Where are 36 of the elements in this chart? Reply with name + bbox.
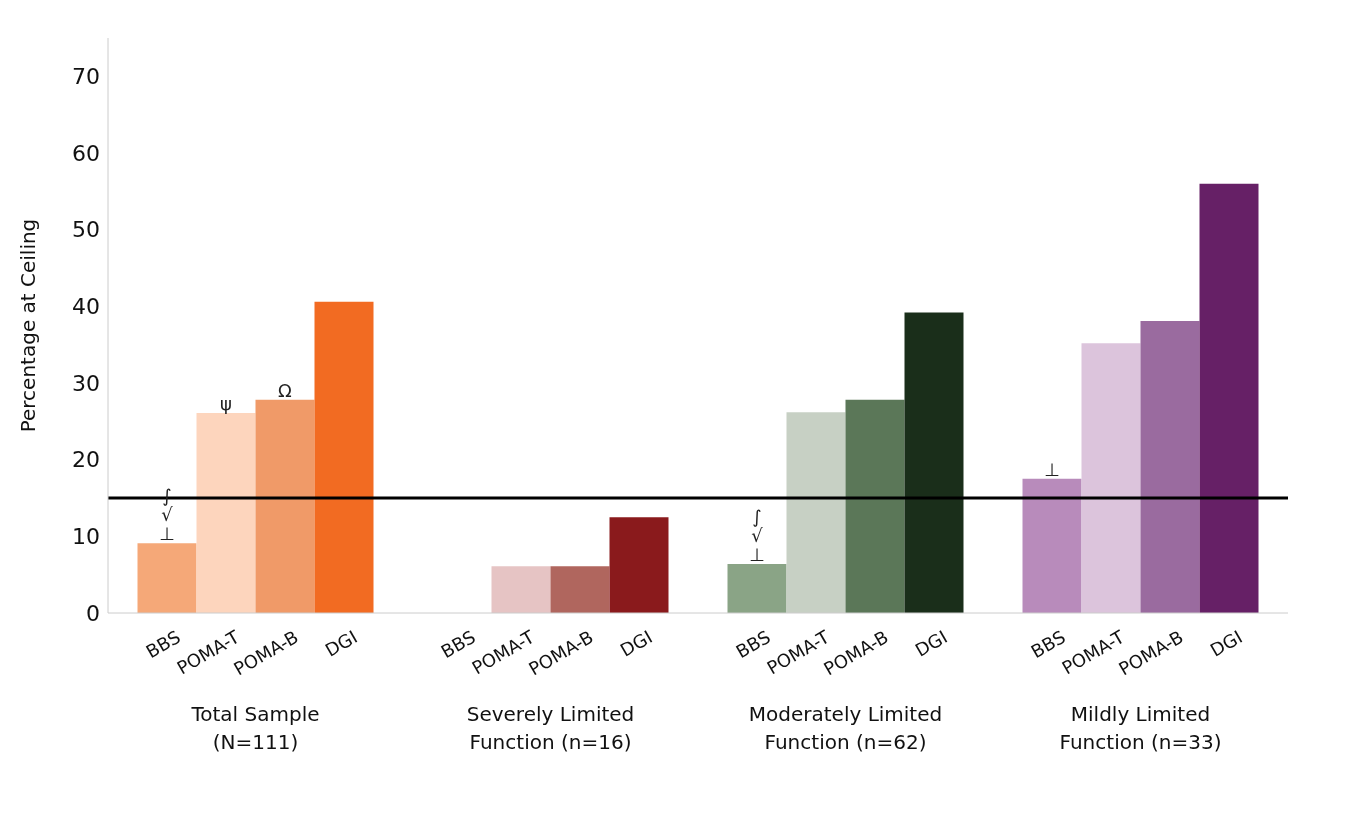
y-tick-label: 70 <box>72 64 100 90</box>
y-tick-label: 30 <box>72 370 100 396</box>
annotation: ⊥ <box>159 523 175 545</box>
annotation: Ω <box>278 379 293 401</box>
text: DGI <box>321 626 361 661</box>
y-tick-label: 10 <box>72 524 100 550</box>
bar <box>255 399 315 613</box>
text: DGI <box>1206 626 1246 661</box>
bar <box>727 563 787 613</box>
x-tick-label: Moderately Limited Function (n=62) <box>748 702 943 754</box>
annotation: ψ <box>220 392 232 414</box>
bar <box>491 566 551 613</box>
bar <box>845 399 905 613</box>
y-axis-title: Percentage at Ceiling <box>16 218 41 433</box>
bar <box>609 517 669 613</box>
bar <box>1199 183 1259 613</box>
bar <box>1140 320 1200 613</box>
x-tick-label: Total Sample (N=111) <box>190 702 320 754</box>
bar <box>1081 343 1141 613</box>
bar <box>904 312 964 613</box>
y-tick-label: 40 <box>72 294 100 320</box>
bar <box>314 301 374 613</box>
bar <box>550 566 610 613</box>
y-tick-label: 0 <box>86 600 100 626</box>
x-tick-label: Severely Limited Function (n=16) <box>466 702 635 754</box>
y-tick-label: 50 <box>72 217 100 243</box>
x-tick-label: Mildly Limited Function (n=33) <box>1059 702 1222 754</box>
y-tick-label: 60 <box>72 140 100 166</box>
annotation: ⊥ <box>749 543 765 565</box>
bar <box>196 412 256 613</box>
y-tick-label: 20 <box>72 447 100 473</box>
text: DGI <box>616 626 656 661</box>
bar <box>1022 478 1082 613</box>
text: DGI <box>911 626 951 661</box>
annotation: ⊥ <box>1044 458 1060 480</box>
bar <box>137 543 197 613</box>
